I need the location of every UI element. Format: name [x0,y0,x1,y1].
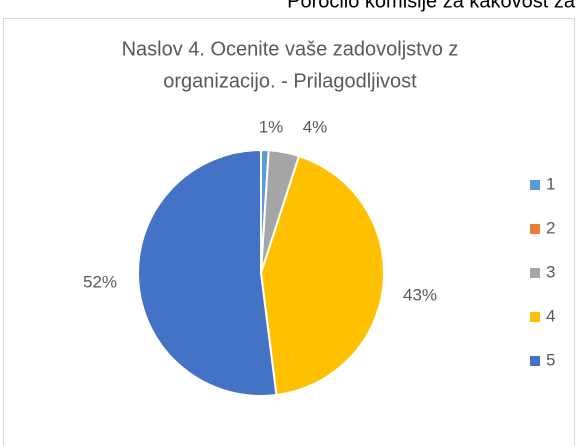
pie-slice [137,148,278,397]
legend-swatch [530,312,540,322]
legend-label: 3 [546,262,555,281]
legend-swatch [530,224,540,234]
legend-label: 2 [546,218,555,237]
data-label: 1% [259,117,284,136]
legend-swatch [530,180,540,190]
legend-label: 5 [546,350,555,369]
data-label: 4% [303,117,328,136]
data-label: 52% [83,272,117,291]
data-label: 43% [403,285,437,304]
legend-swatch [530,268,540,278]
chart-title: organizacijo. - Prilagodljivost [163,70,417,92]
pie-slice [259,154,385,397]
legend-label: 1 [546,174,555,193]
legend-swatch [530,356,540,366]
page-header: Poročilo komisije za kakovost za [287,0,576,12]
legend-label: 4 [546,306,555,325]
chart-frame [3,18,575,446]
chart-title: Naslov 4. Ocenite vaše zadovoljstvo z [122,38,459,60]
